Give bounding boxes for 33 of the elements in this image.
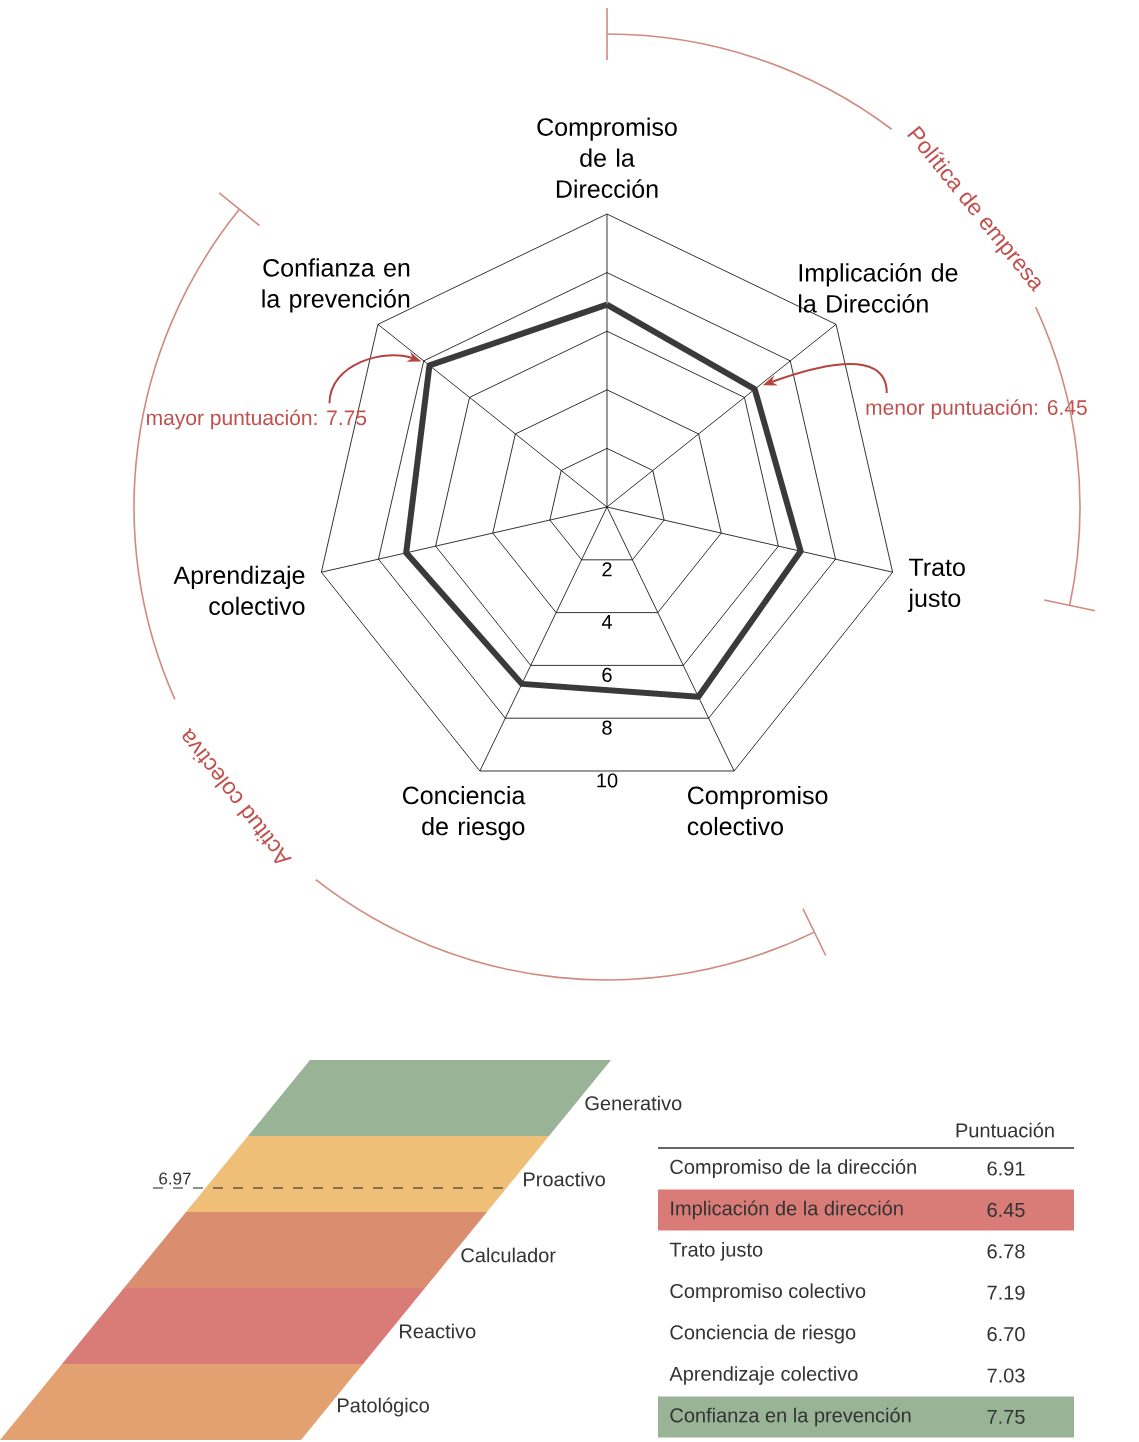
- category-label: Proactivo: [524, 1171, 605, 1187]
- text: 7.75: [987, 1409, 1025, 1424]
- y-tick-label: 6: [602, 667, 612, 682]
- category-label: Compromiso de la dirección: [670, 1159, 916, 1178]
- category-label: Conciencia de riesgo: [670, 1324, 856, 1344]
- category-label: Compromiso colectivo: [670, 1283, 866, 1303]
- spoke-label: Confianza en la prevención: [262, 258, 410, 313]
- category-label: Aprendizaje colectivo: [669, 1366, 858, 1385]
- text: 6.78: [987, 1244, 1025, 1259]
- text: 7.19: [987, 1285, 1025, 1300]
- text: 6.70: [987, 1327, 1025, 1342]
- category-label: Generativo: [585, 1095, 682, 1111]
- spoke-label: Compromiso de la Dirección: [537, 117, 677, 198]
- category-label: Confianza en la prevención: [670, 1407, 911, 1427]
- text: 7.03: [987, 1368, 1025, 1383]
- spoke-label: Conciencia de riesgo: [402, 785, 526, 841]
- y-tick-label: 10: [597, 773, 618, 788]
- text: 6.97: [159, 1172, 191, 1185]
- y-tick-label: 2: [602, 562, 612, 577]
- category-label: Trato justo: [669, 1241, 763, 1261]
- text: 6.91: [987, 1161, 1025, 1176]
- category-label: Calculador: [461, 1247, 556, 1263]
- text: 6.45: [987, 1202, 1025, 1217]
- spoke-label: Compromiso colectivo: [687, 785, 828, 836]
- y-tick-label: 4: [601, 615, 612, 629]
- text: Puntuación: [956, 1122, 1054, 1138]
- y-tick-label: 8: [602, 720, 612, 735]
- spoke-label: Aprendizaje colectivo: [173, 565, 305, 616]
- category-label: Reactivo: [400, 1323, 476, 1339]
- spoke-label: Implicación de la Dirección: [799, 262, 958, 313]
- category-label: Implicación de la dirección: [671, 1200, 903, 1220]
- category-label: Patológico: [338, 1397, 429, 1417]
- spoke-label: Trato justo: [907, 558, 965, 613]
